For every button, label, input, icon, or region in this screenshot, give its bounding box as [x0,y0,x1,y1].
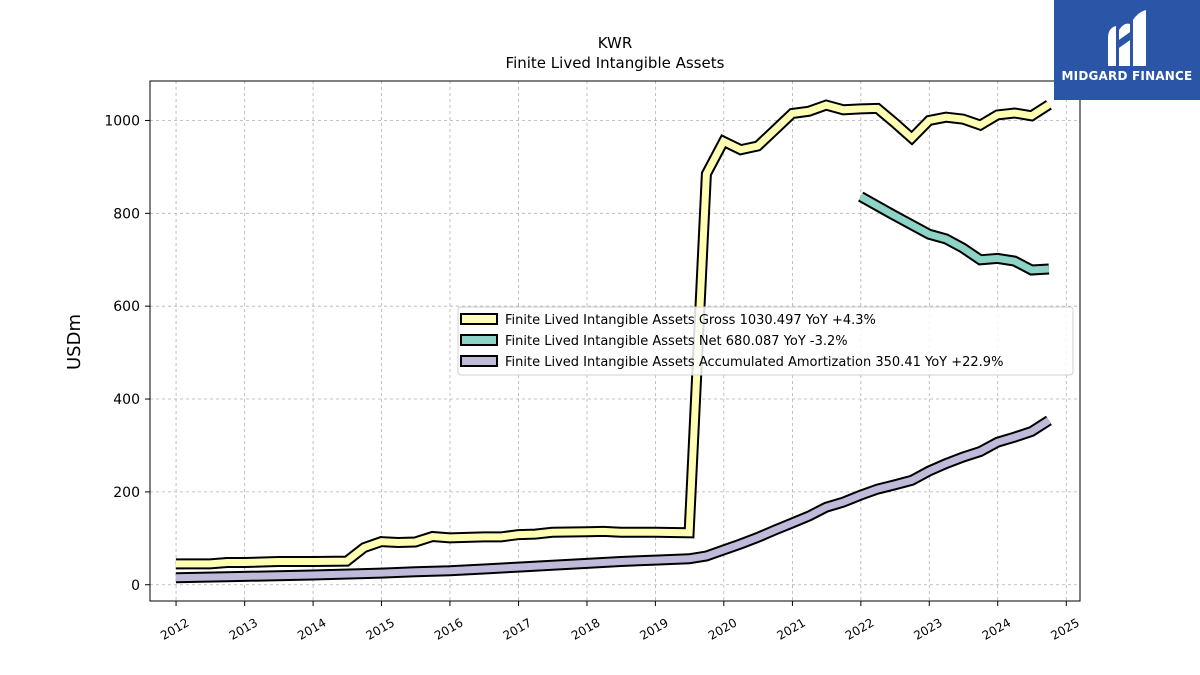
x-tick-label: 2020 [706,615,739,642]
y-tick-label: 1000 [104,113,140,129]
series-outline-2 [175,415,1052,584]
legend-swatch-0 [460,313,498,325]
legend-label-0: Finite Lived Intangible Assets Gross 103… [505,313,876,328]
legend-label-2: Finite Lived Intangible Assets Accumulat… [505,355,1003,370]
y-tick-label: 800 [113,206,140,222]
chart-title: KWR [598,34,633,52]
midgard-finance-logo: MIDGARD FINANCE [1054,0,1200,100]
x-tick-label: 2012 [158,615,191,642]
logo-text: MIDGARD FINANCE [1061,69,1193,83]
x-tick-label: 2017 [501,615,534,642]
x-tick-label: 2016 [432,615,465,642]
legend-label-1: Finite Lived Intangible Assets Net 680.0… [505,334,848,349]
midgard-m-logo-icon [1108,10,1146,67]
y-tick-label: 200 [113,485,140,501]
series-line-0 [175,101,1051,568]
series-line-1 [858,193,1050,274]
chart-subtitle: Finite Lived Intangible Assets [506,54,725,72]
series-line-2 [175,417,1051,582]
x-tick-label: 2014 [295,615,328,642]
legend: Finite Lived Intangible Assets Gross 103… [457,306,1074,376]
x-tick-label: 2024 [980,615,1013,642]
x-tick-label: 2021 [774,615,807,642]
legend-swatch-1 [460,334,498,346]
plot-frame [149,80,1081,602]
x-tick-label: 2019 [637,615,670,642]
y-tick-label: 400 [113,392,140,408]
series-layer [175,99,1052,584]
legend-box [457,306,1074,376]
x-tick-label: 2018 [569,615,602,642]
x-tick-label: 2025 [1048,615,1081,642]
series-outline-1 [858,191,1050,276]
legend-swatch-2 [460,355,498,367]
x-tick-label: 2015 [364,615,397,642]
x-tick-label: 2023 [911,615,944,642]
x-tick-label: 2013 [227,615,260,642]
y-axis-label: USDm [64,314,85,370]
y-tick-label: 0 [131,578,140,594]
y-tick-label: 600 [113,299,140,315]
x-tick-label: 2022 [843,615,876,642]
